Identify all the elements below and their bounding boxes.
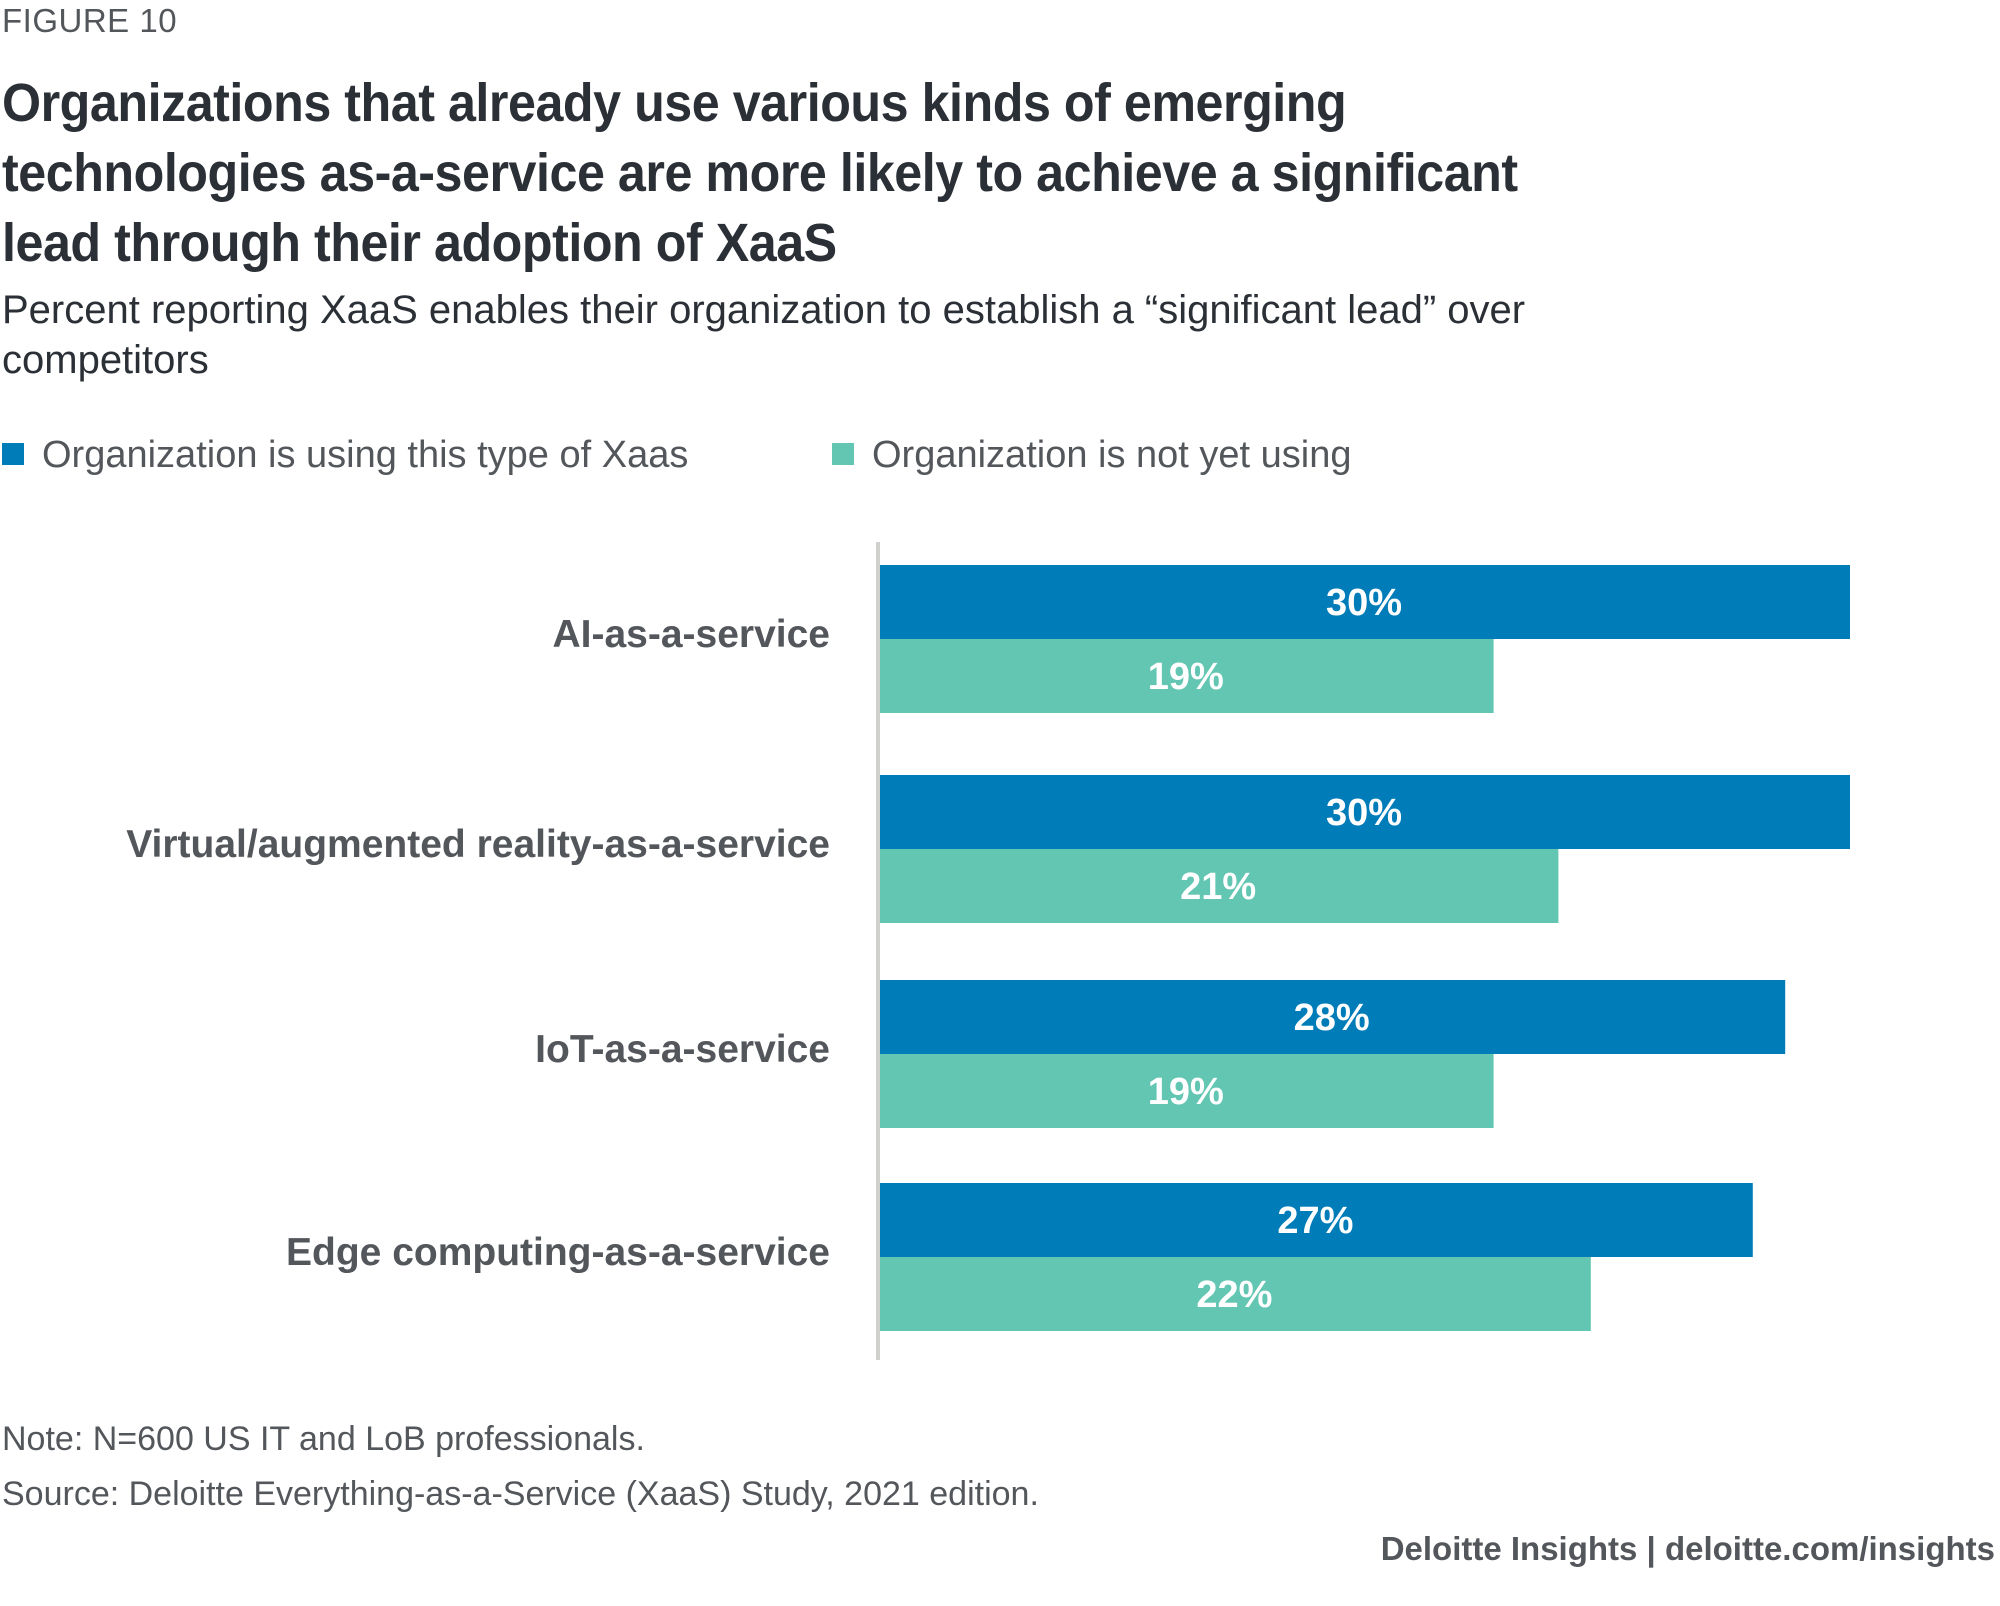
data-label: 19% — [1148, 1071, 1224, 1113]
bar — [878, 849, 1559, 923]
legend-swatch-not-using — [832, 442, 854, 465]
brand-footer: Deloitte Insights | deloitte.com/insight… — [1380, 1530, 1995, 1567]
category-label: Virtual/augmented reality-as-a-service — [126, 823, 830, 866]
chart-subtitle: Percent reporting XaaS enables their org… — [2, 288, 1526, 382]
data-label: 30% — [1326, 792, 1402, 834]
chart-title: Organizations that already use various k… — [2, 73, 1518, 273]
legend-item-using: Organization is using this type of Xaas — [2, 430, 688, 480]
figure-label: FIGURE 10 — [2, 2, 178, 39]
category-label: AI-as-a-service — [553, 613, 831, 656]
category-label: IoT-as-a-service — [535, 1028, 830, 1071]
bar — [878, 565, 1850, 639]
legend-label-not-using: Organization is not yet using — [872, 434, 1352, 476]
data-label: 27% — [1277, 1200, 1353, 1242]
legend-label-using: Organization is using this type of Xaas — [42, 434, 689, 476]
chart-source: Source: Deloitte Everything-as-a-Service… — [2, 1475, 1039, 1513]
chart-note: Note: N=600 US IT and LoB professionals. — [2, 1420, 645, 1458]
data-label: 30% — [1326, 582, 1402, 624]
bar — [878, 639, 1494, 713]
bar — [878, 775, 1850, 849]
category-label: Edge computing-as-a-service — [286, 1231, 830, 1274]
data-label: 21% — [1180, 866, 1256, 908]
data-label: 22% — [1196, 1274, 1272, 1316]
data-label: 28% — [1294, 997, 1370, 1039]
legend-item-not-using: Organization is not yet using — [832, 430, 1352, 480]
bar — [878, 1054, 1494, 1128]
bar — [878, 1183, 1753, 1257]
data-label: 19% — [1148, 656, 1224, 698]
bar — [878, 980, 1786, 1054]
bar — [878, 1257, 1591, 1331]
legend-swatch-using — [2, 442, 24, 465]
bar-chart: AI-as-a-service 30% 19% Virtual/augmented r… — [126, 542, 1850, 1360]
